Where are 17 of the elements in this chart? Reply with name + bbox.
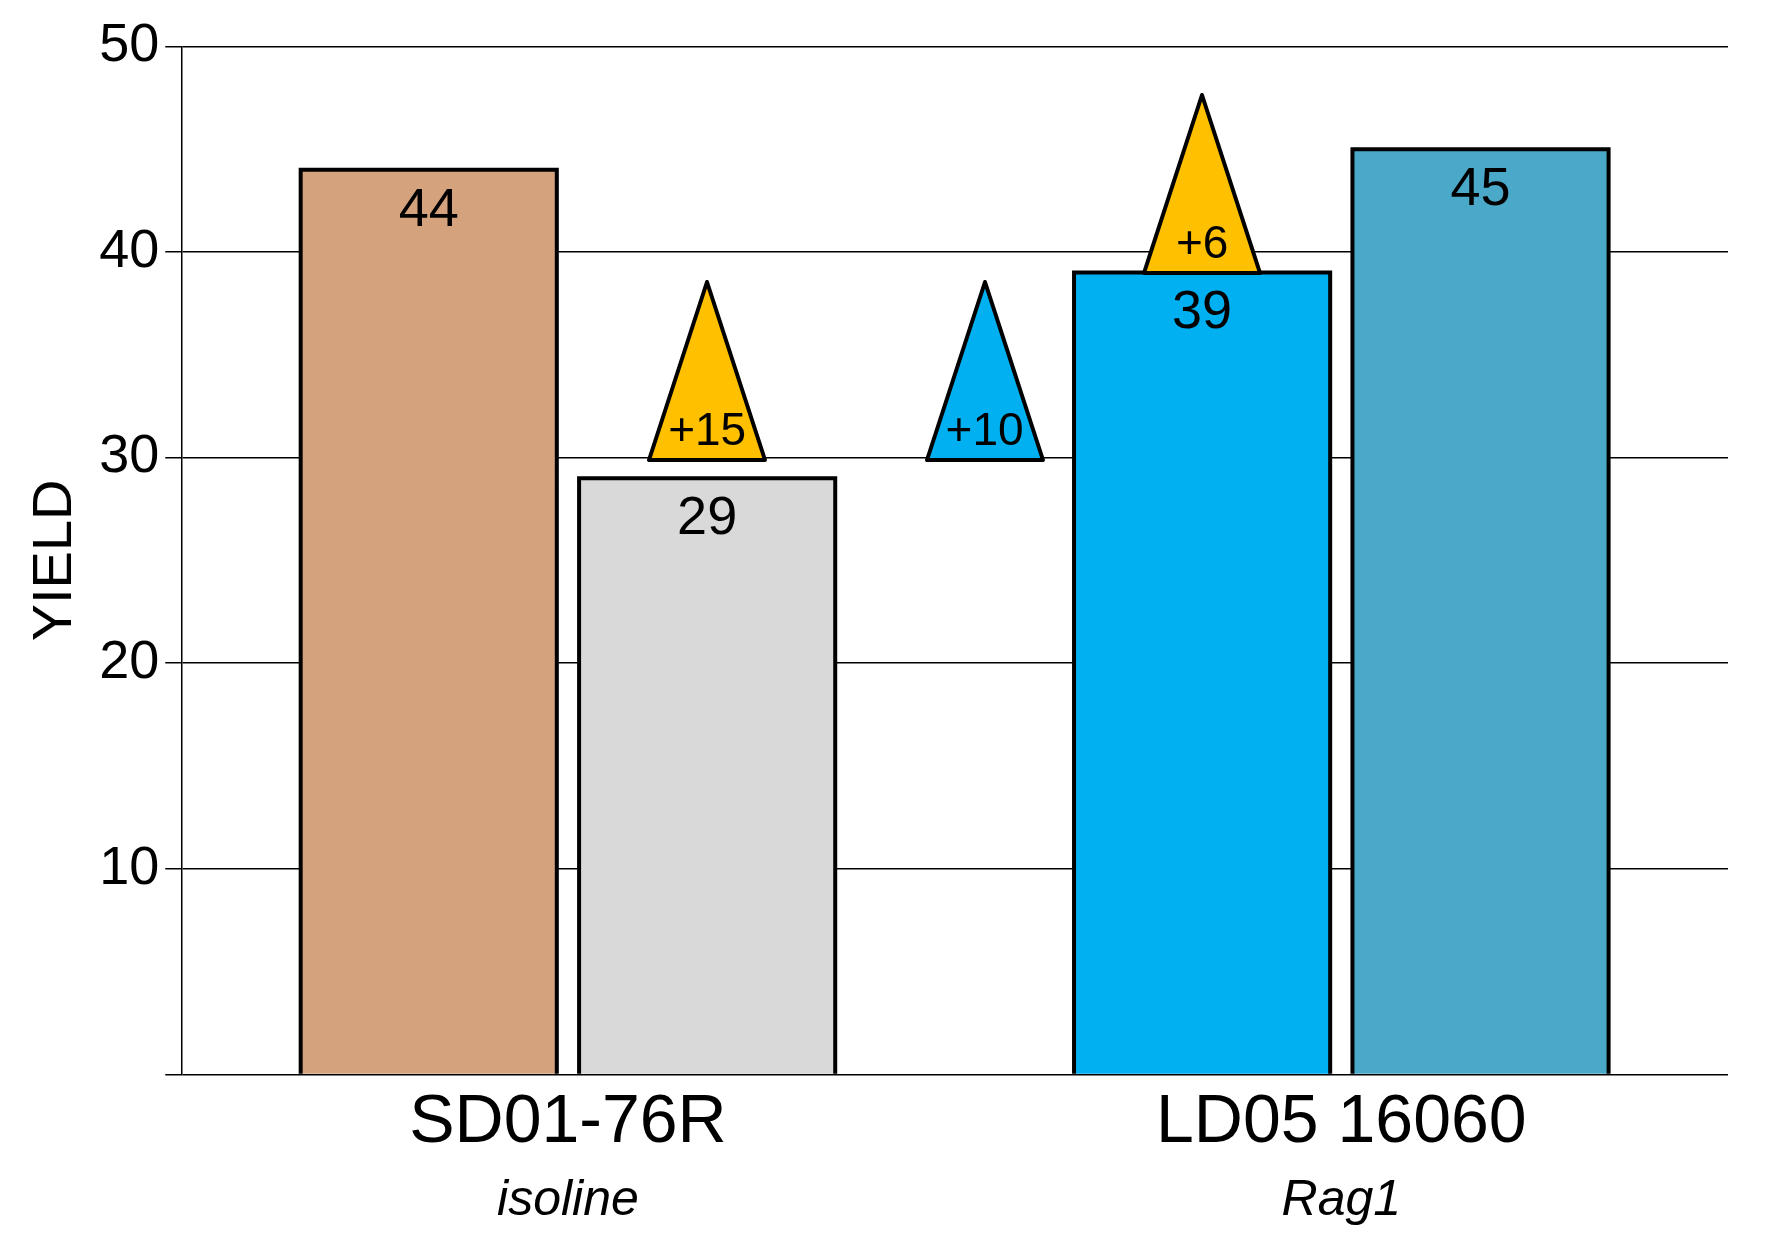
x-tick-label: SD01-76R <box>409 1079 727 1156</box>
x-tick-label: LD05 16060 <box>1156 1079 1527 1156</box>
data-label: 39 <box>1172 279 1233 340</box>
y-tick-label: 50 <box>99 12 160 73</box>
data-label: 29 <box>677 485 738 546</box>
y-tick-label: 30 <box>99 423 160 484</box>
y-axis-title: YIELD <box>20 479 84 642</box>
annotation: +10 <box>944 402 1025 457</box>
data-label: 44 <box>398 176 459 237</box>
text: isoline <box>497 1169 639 1226</box>
y-tick-label: 10 <box>99 834 160 895</box>
data-label: 45 <box>1450 156 1511 217</box>
text: Rag1 <box>1281 1169 1402 1226</box>
y-tick-label: 40 <box>99 217 160 278</box>
annotation: +15 <box>667 402 748 457</box>
annotation: +6 <box>1174 214 1230 269</box>
y-tick-label: 20 <box>99 629 160 690</box>
